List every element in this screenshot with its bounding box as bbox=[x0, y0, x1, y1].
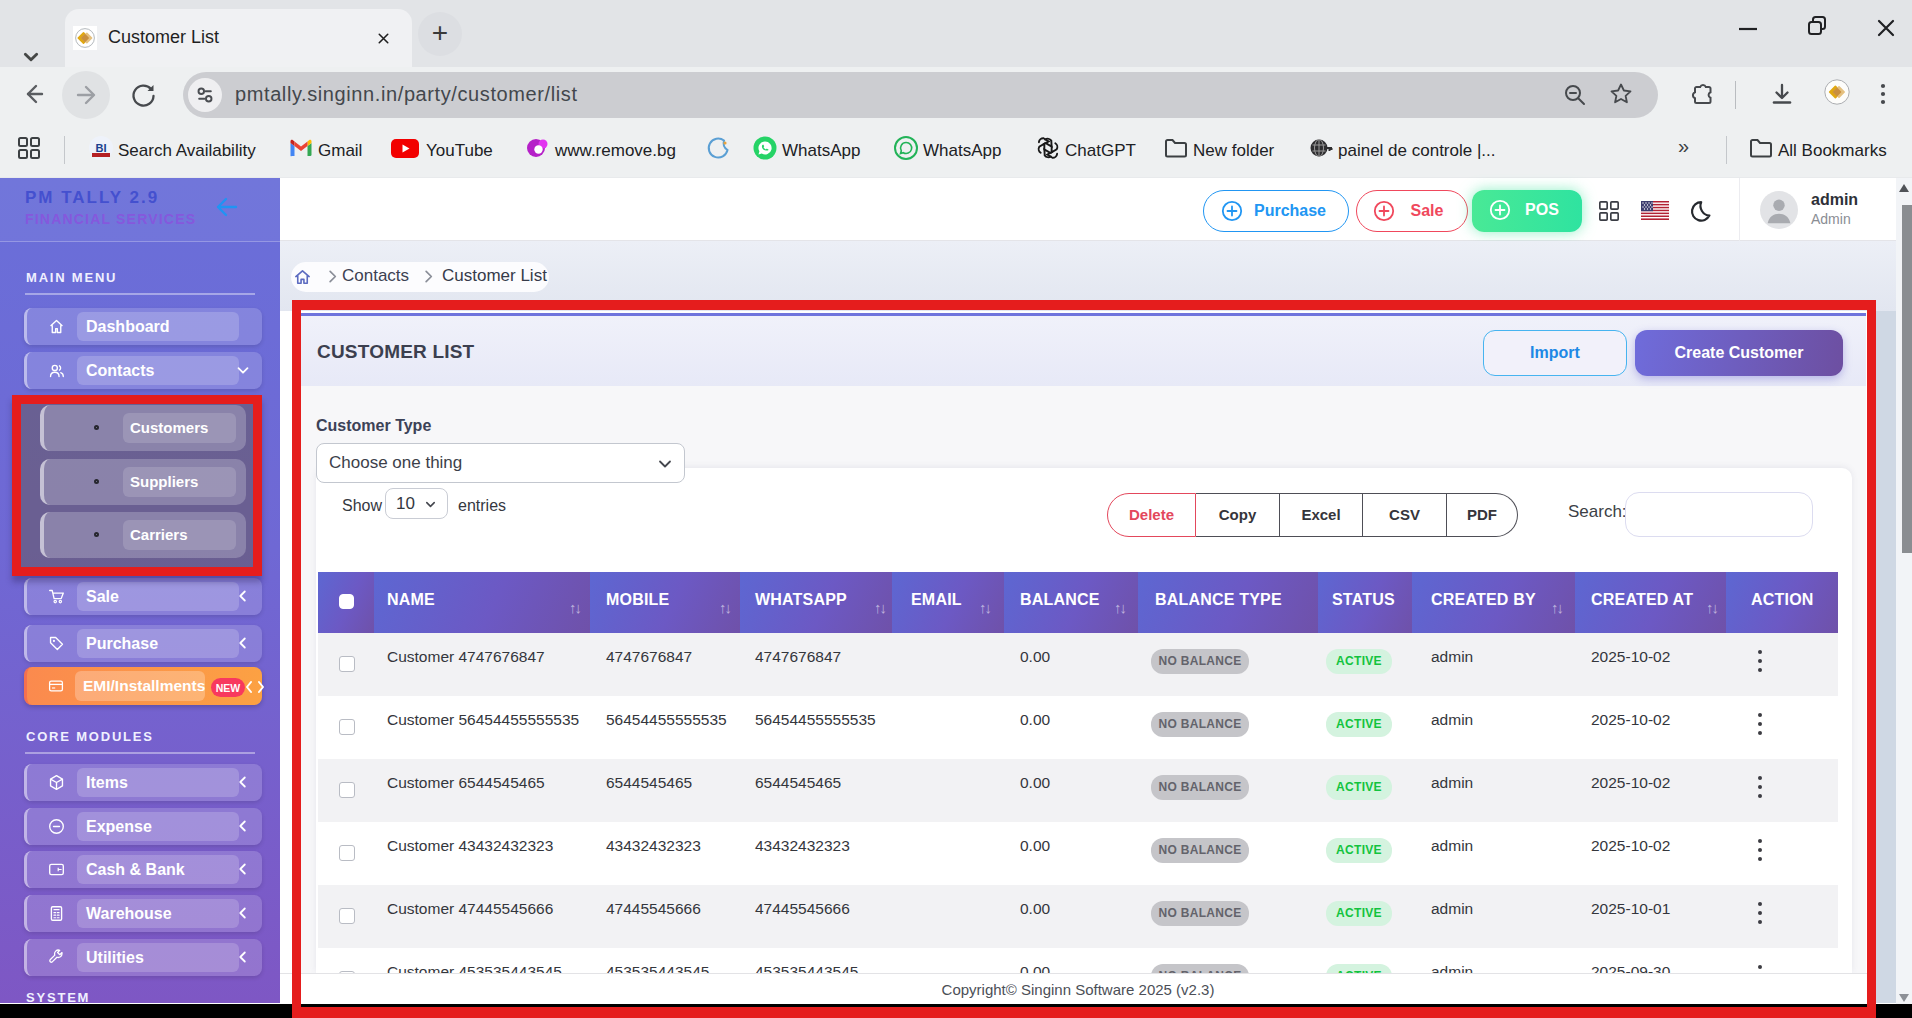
svg-text:BI: BI bbox=[96, 142, 107, 154]
